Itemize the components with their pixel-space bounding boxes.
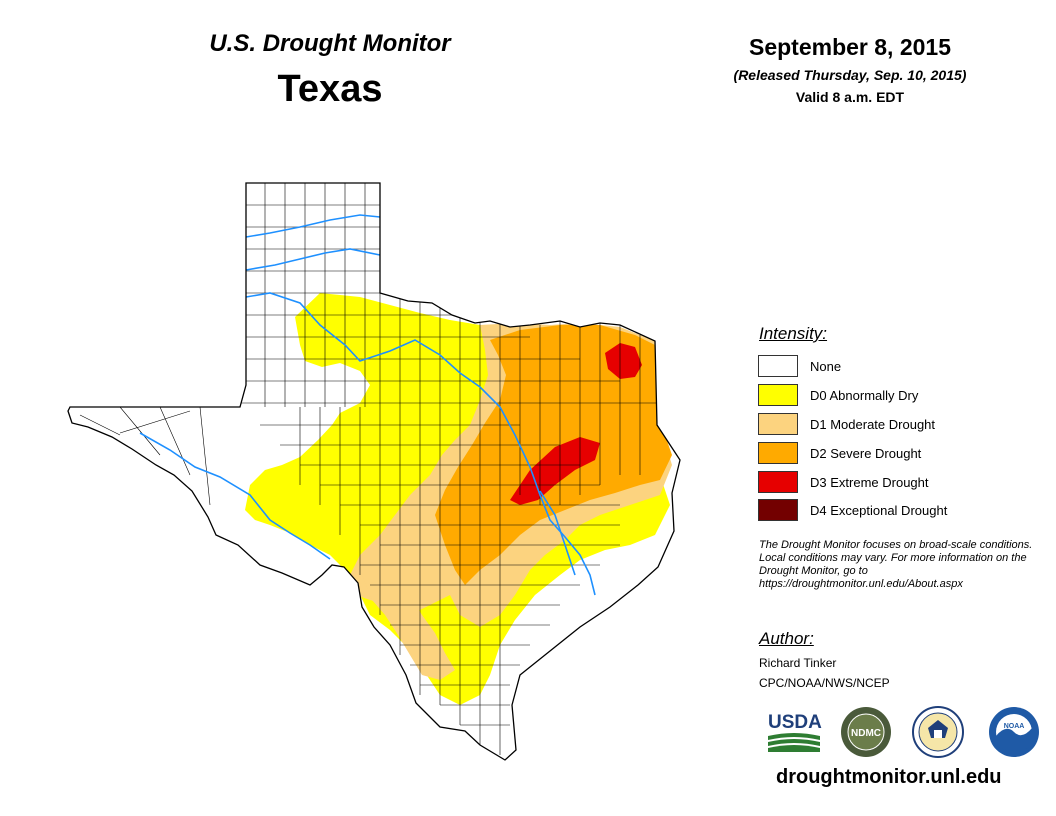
legend-label: D3 Extreme Drought [810,474,929,490]
noaa-logo: NOAA [989,707,1039,757]
legend-item-d4: D4 Exceptional Drought [758,498,947,522]
legend-label: D0 Abnormally Dry [810,387,919,403]
legend-swatch [758,442,798,464]
brand-title: U.S. Drought Monitor [209,30,451,57]
legend-label: None [810,358,842,374]
department-of-commerce-seal [912,706,964,758]
usda-logo: USDA [768,712,822,752]
drought-area-d3-northeast [605,343,642,379]
legend-swatch [758,413,798,435]
legend-item-d2: D2 Severe Drought [758,441,921,465]
svg-text:USDA: USDA [768,712,822,733]
county-boundaries [79,183,660,755]
legend-swatch [758,384,798,406]
drought-area-d1-south [360,567,455,680]
website-url[interactable]: droughtmonitor.unl.edu [776,766,1002,788]
ndmc-logo: NDMC [841,707,891,757]
legend-swatch [758,499,798,521]
rivers [139,214,596,596]
texas-outline [67,182,681,761]
legend-label: D4 Exceptional Drought [810,502,948,518]
author-org: CPC/NOAA/NWS/NCEP [759,676,890,690]
svg-text:NDMC: NDMC [851,728,881,739]
legend-label: D2 Severe Drought [810,445,922,461]
texas-drought-map [67,182,681,761]
legend-label: D1 Moderate Drought [810,416,936,432]
author-name: Richard Tinker [759,656,837,670]
legend-heading: Intensity: [759,324,828,343]
legend-swatch [758,355,798,377]
legend-item-d3: D3 Extreme Drought [758,470,929,494]
valid-time: Valid 8 a.m. EDT [795,89,905,105]
svg-text:NOAA: NOAA [1004,723,1025,730]
state-title: Texas [277,68,383,110]
legend-item-d1: D1 Moderate Drought [758,412,935,436]
map-date: September 8, 2015 [748,34,951,60]
release-date: (Released Thursday, Sep. 10, 2015) [733,67,967,83]
author-heading: Author: [759,629,814,648]
legend-swatch [758,471,798,493]
legend-item-d0: D0 Abnormally Dry [758,383,918,407]
drought-area-d3-central [510,437,600,505]
disclaimer-note: The Drought Monitor focuses on broad-sca… [759,539,1033,590]
legend-item-none: None [758,354,841,378]
